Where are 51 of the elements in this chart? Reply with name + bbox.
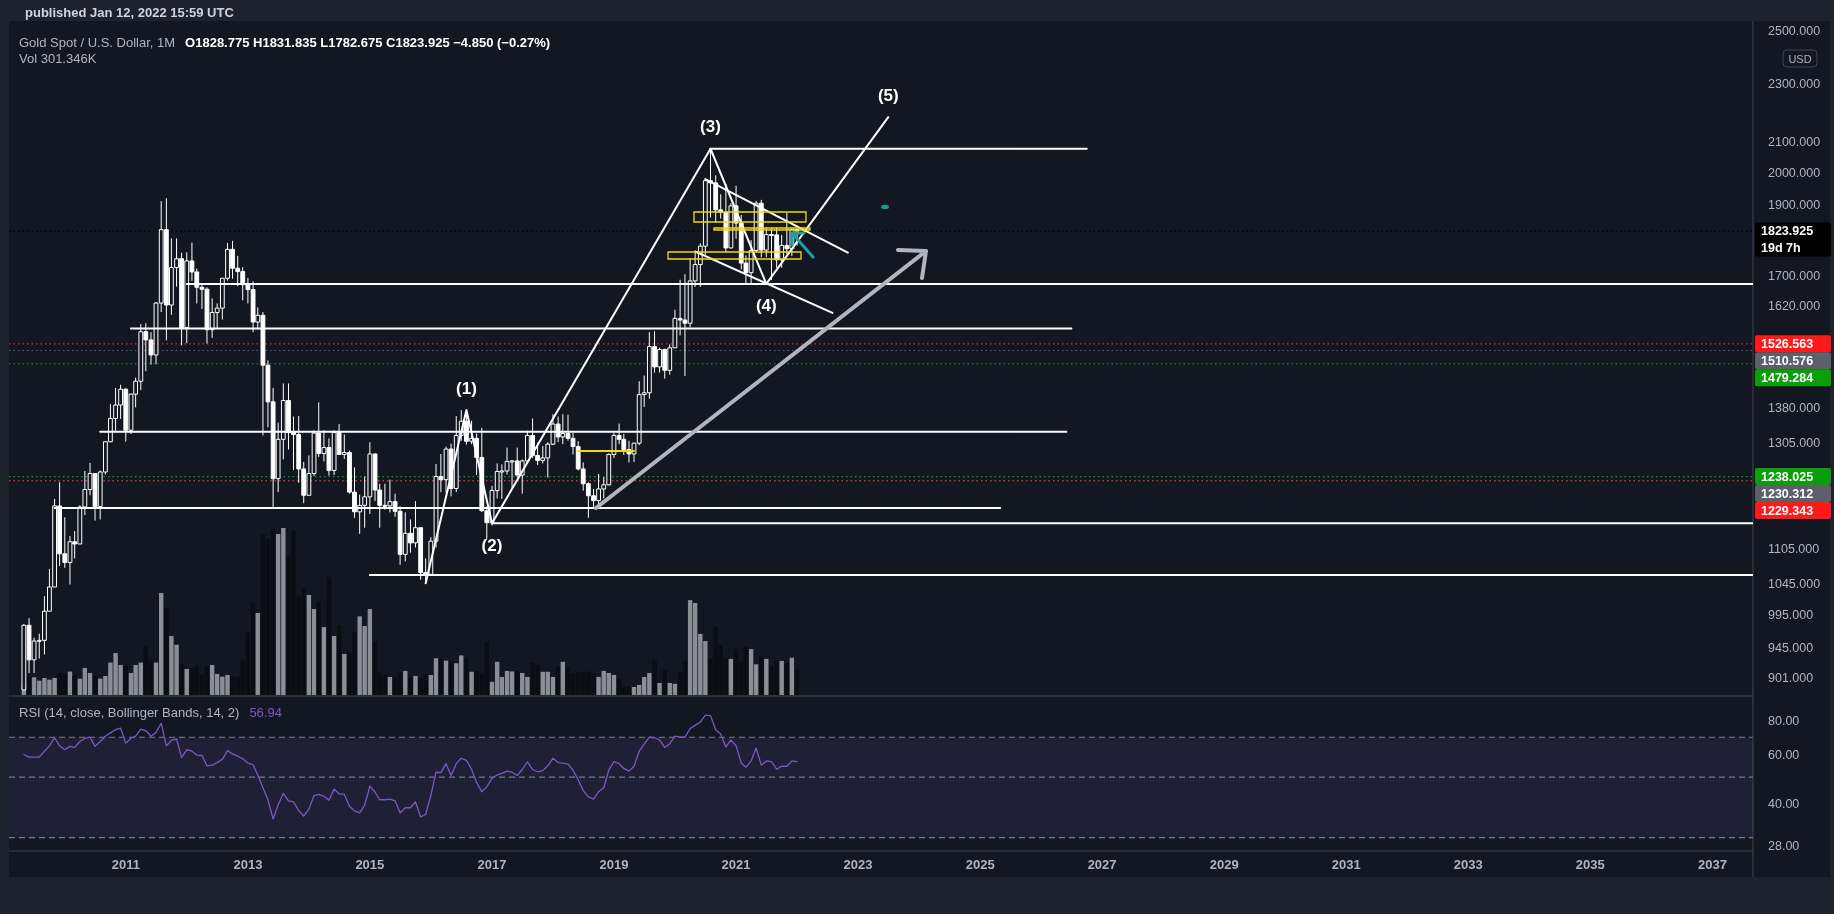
ref-line-label: 1479.284 (1761, 370, 1814, 385)
x-tick-label: 2029 (1209, 856, 1239, 872)
ref-line-label: 1238.025 (1761, 469, 1814, 484)
y-tick-label: 901.000 (1768, 670, 1814, 685)
text: Gold Spot / U.S. Dollar, 1M (19, 34, 176, 50)
y-tick-label: 995.000 (1768, 608, 1814, 623)
ref-line-label: 1526.563 (1761, 336, 1814, 351)
annotation: (5) (877, 85, 899, 105)
y-tick-label: 1900.000 (1768, 198, 1821, 213)
y-tick-label: 1380.000 (1768, 400, 1821, 415)
x-tick-label: 2023 (843, 856, 873, 872)
x-tick-label: 2031 (1331, 856, 1361, 872)
text: O1828.775 H1831.835 L1782.675 C1823.925 −4.850 (−0.27%) (185, 34, 551, 50)
x-tick-label: 2013 (233, 856, 263, 872)
ref-line-label: 1229.343 (1761, 503, 1814, 518)
y-tick-label: 1045.000 (1768, 576, 1821, 591)
x-tick-label: 2035 (1575, 856, 1605, 872)
y-tick-label: 1105.000 (1768, 541, 1820, 556)
ref-line-label: 1823.925 19d 7h (1761, 224, 1814, 256)
y-tick-label: 80.00 (1768, 714, 1800, 729)
x-tick-label: 2033 (1453, 856, 1483, 872)
y-tick-label: 1700.000 (1768, 268, 1821, 283)
y-tick-label: 2300.000 (1768, 77, 1821, 92)
x-tick-label: 2025 (965, 856, 995, 872)
annotation: (4) (755, 296, 777, 316)
x-tick-label: 2015 (355, 856, 385, 872)
y-tick-label: 1305.000 (1768, 436, 1821, 451)
y-tick-label: 2500.000 (1768, 24, 1821, 39)
y-tick-label: 2000.000 (1768, 165, 1821, 180)
x-tick-label: 2017 (477, 856, 507, 872)
text: published Jan 12, 2022 15:59 UTC (25, 4, 235, 20)
annotation: (2) (481, 535, 503, 555)
x-tick-label: 2011 (111, 856, 140, 872)
x-tick-label: 2027 (1087, 856, 1117, 872)
ref-line-label: 1510.576 (1761, 353, 1814, 368)
x-tick-label: 2019 (599, 856, 629, 872)
y-tick-label: 60.00 (1768, 748, 1800, 763)
annotation: (1) (456, 378, 477, 398)
y-tick-label: 28.00 (1768, 838, 1800, 853)
x-tick-label: 2021 (721, 856, 751, 872)
text: RSI (14, close, Bollinger Bands, 14, 2) (19, 704, 240, 720)
x-tick-label: 2037 (1697, 856, 1727, 872)
ref-line-label: 1230.312 (1761, 486, 1814, 501)
y-axis-title: USD (1788, 52, 1812, 65)
y-tick-label: 1620.000 (1768, 299, 1821, 314)
chart-title: Vol 301.346K (19, 50, 97, 66)
y-tick-label: 40.00 (1768, 796, 1800, 811)
text: 56.94 (249, 704, 282, 720)
y-tick-label: 945.000 (1768, 640, 1814, 655)
annotation: (3) (700, 117, 721, 137)
y-tick-label: 2100.000 (1768, 134, 1821, 149)
